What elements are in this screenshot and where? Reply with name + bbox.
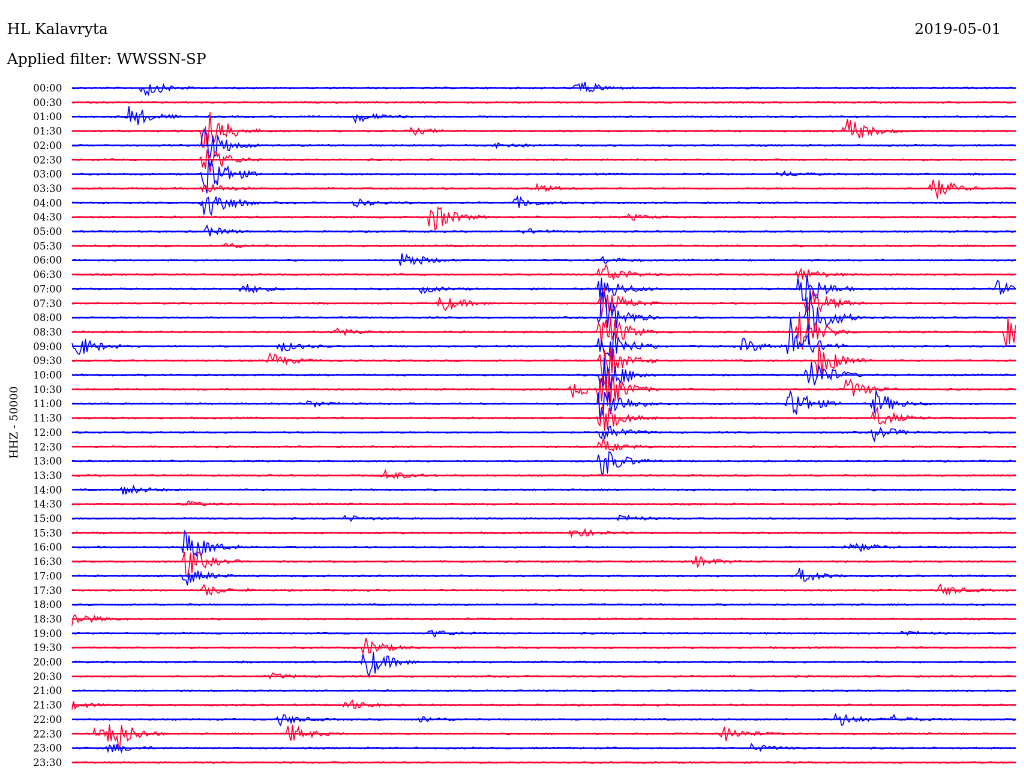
applied-filter-label: Applied filter: WWSSN-SP (7, 50, 207, 68)
time-label: 02:00 (33, 141, 62, 152)
time-label: 20:00 (33, 658, 62, 669)
seismic-trace (71, 450, 1016, 476)
time-label: 08:00 (33, 313, 62, 324)
time-label: 17:30 (33, 586, 62, 597)
time-label: 05:00 (33, 227, 62, 238)
time-label: 11:30 (33, 414, 62, 425)
time-label: 09:00 (33, 342, 62, 353)
time-label: 18:30 (33, 614, 62, 625)
time-label: 13:30 (33, 471, 62, 482)
record-date: 2019-05-01 (914, 20, 1001, 38)
seismic-trace (71, 105, 1016, 126)
seismic-trace (72, 288, 1016, 317)
time-label: 01:00 (33, 112, 62, 123)
time-label: 07:00 (33, 284, 62, 295)
time-label: 10:30 (33, 385, 62, 396)
seismic-trace (71, 317, 1016, 362)
time-label: 20:30 (33, 672, 62, 683)
seismic-trace (71, 468, 1016, 480)
time-label: 05:30 (33, 241, 62, 252)
time-label: 03:30 (33, 184, 62, 195)
time-label: 00:30 (33, 98, 62, 109)
time-label: 04:00 (33, 198, 62, 209)
time-label: 23:00 (33, 744, 62, 755)
time-label: 14:00 (33, 485, 62, 496)
time-label: 06:30 (33, 270, 62, 281)
seismic-trace (71, 206, 1016, 232)
time-label: 11:00 (33, 399, 62, 410)
time-label: 18:00 (33, 600, 62, 611)
time-label: 09:30 (33, 356, 62, 367)
seismic-trace (72, 425, 1016, 443)
station-name: HL Kalavryta (7, 20, 108, 38)
time-label: 21:30 (33, 701, 62, 712)
seismic-trace (71, 724, 1016, 747)
seismic-trace (71, 263, 1016, 280)
time-label: 10:00 (33, 371, 62, 382)
trace-group (71, 81, 1016, 765)
time-label: 23:30 (33, 758, 62, 769)
time-label: 17:00 (33, 571, 62, 582)
time-label: 01:30 (33, 127, 62, 138)
seismic-trace (71, 614, 1016, 626)
time-label: 15:00 (33, 514, 62, 525)
seismic-trace (71, 344, 1016, 383)
seismic-trace (71, 127, 1016, 160)
time-label: 00:00 (33, 84, 62, 95)
time-label: 16:00 (33, 543, 62, 554)
time-label: 07:30 (33, 299, 62, 310)
seismic-trace (71, 357, 1016, 391)
seismic-trace (72, 637, 1016, 656)
seismic-trace (71, 652, 1016, 679)
time-label: 03:00 (33, 170, 62, 181)
time-labels: 00:00 00:30 01:00 01:30 02:00 02:30 03:00 03:30… (33, 84, 62, 769)
time-label: 14:30 (33, 500, 62, 511)
time-label: 12:30 (33, 442, 62, 453)
time-label: 06:00 (33, 256, 62, 267)
seismic-trace (71, 551, 1016, 578)
time-label: 19:00 (33, 629, 62, 640)
time-label: 21:00 (33, 686, 62, 697)
seismic-trace (71, 529, 1016, 558)
time-label: 19:30 (33, 643, 62, 654)
time-label: 22:30 (33, 729, 62, 740)
time-label: 22:00 (33, 715, 62, 726)
seismic-trace (71, 194, 1016, 217)
time-label: 02:30 (33, 155, 62, 166)
time-label: 08:30 (33, 327, 62, 338)
time-label: 13:00 (33, 457, 62, 468)
time-label: 15:30 (33, 528, 62, 539)
time-label: 16:30 (33, 557, 62, 568)
time-label: 04:30 (33, 213, 62, 224)
time-label: 12:00 (33, 428, 62, 439)
seismic-trace (71, 567, 1016, 586)
